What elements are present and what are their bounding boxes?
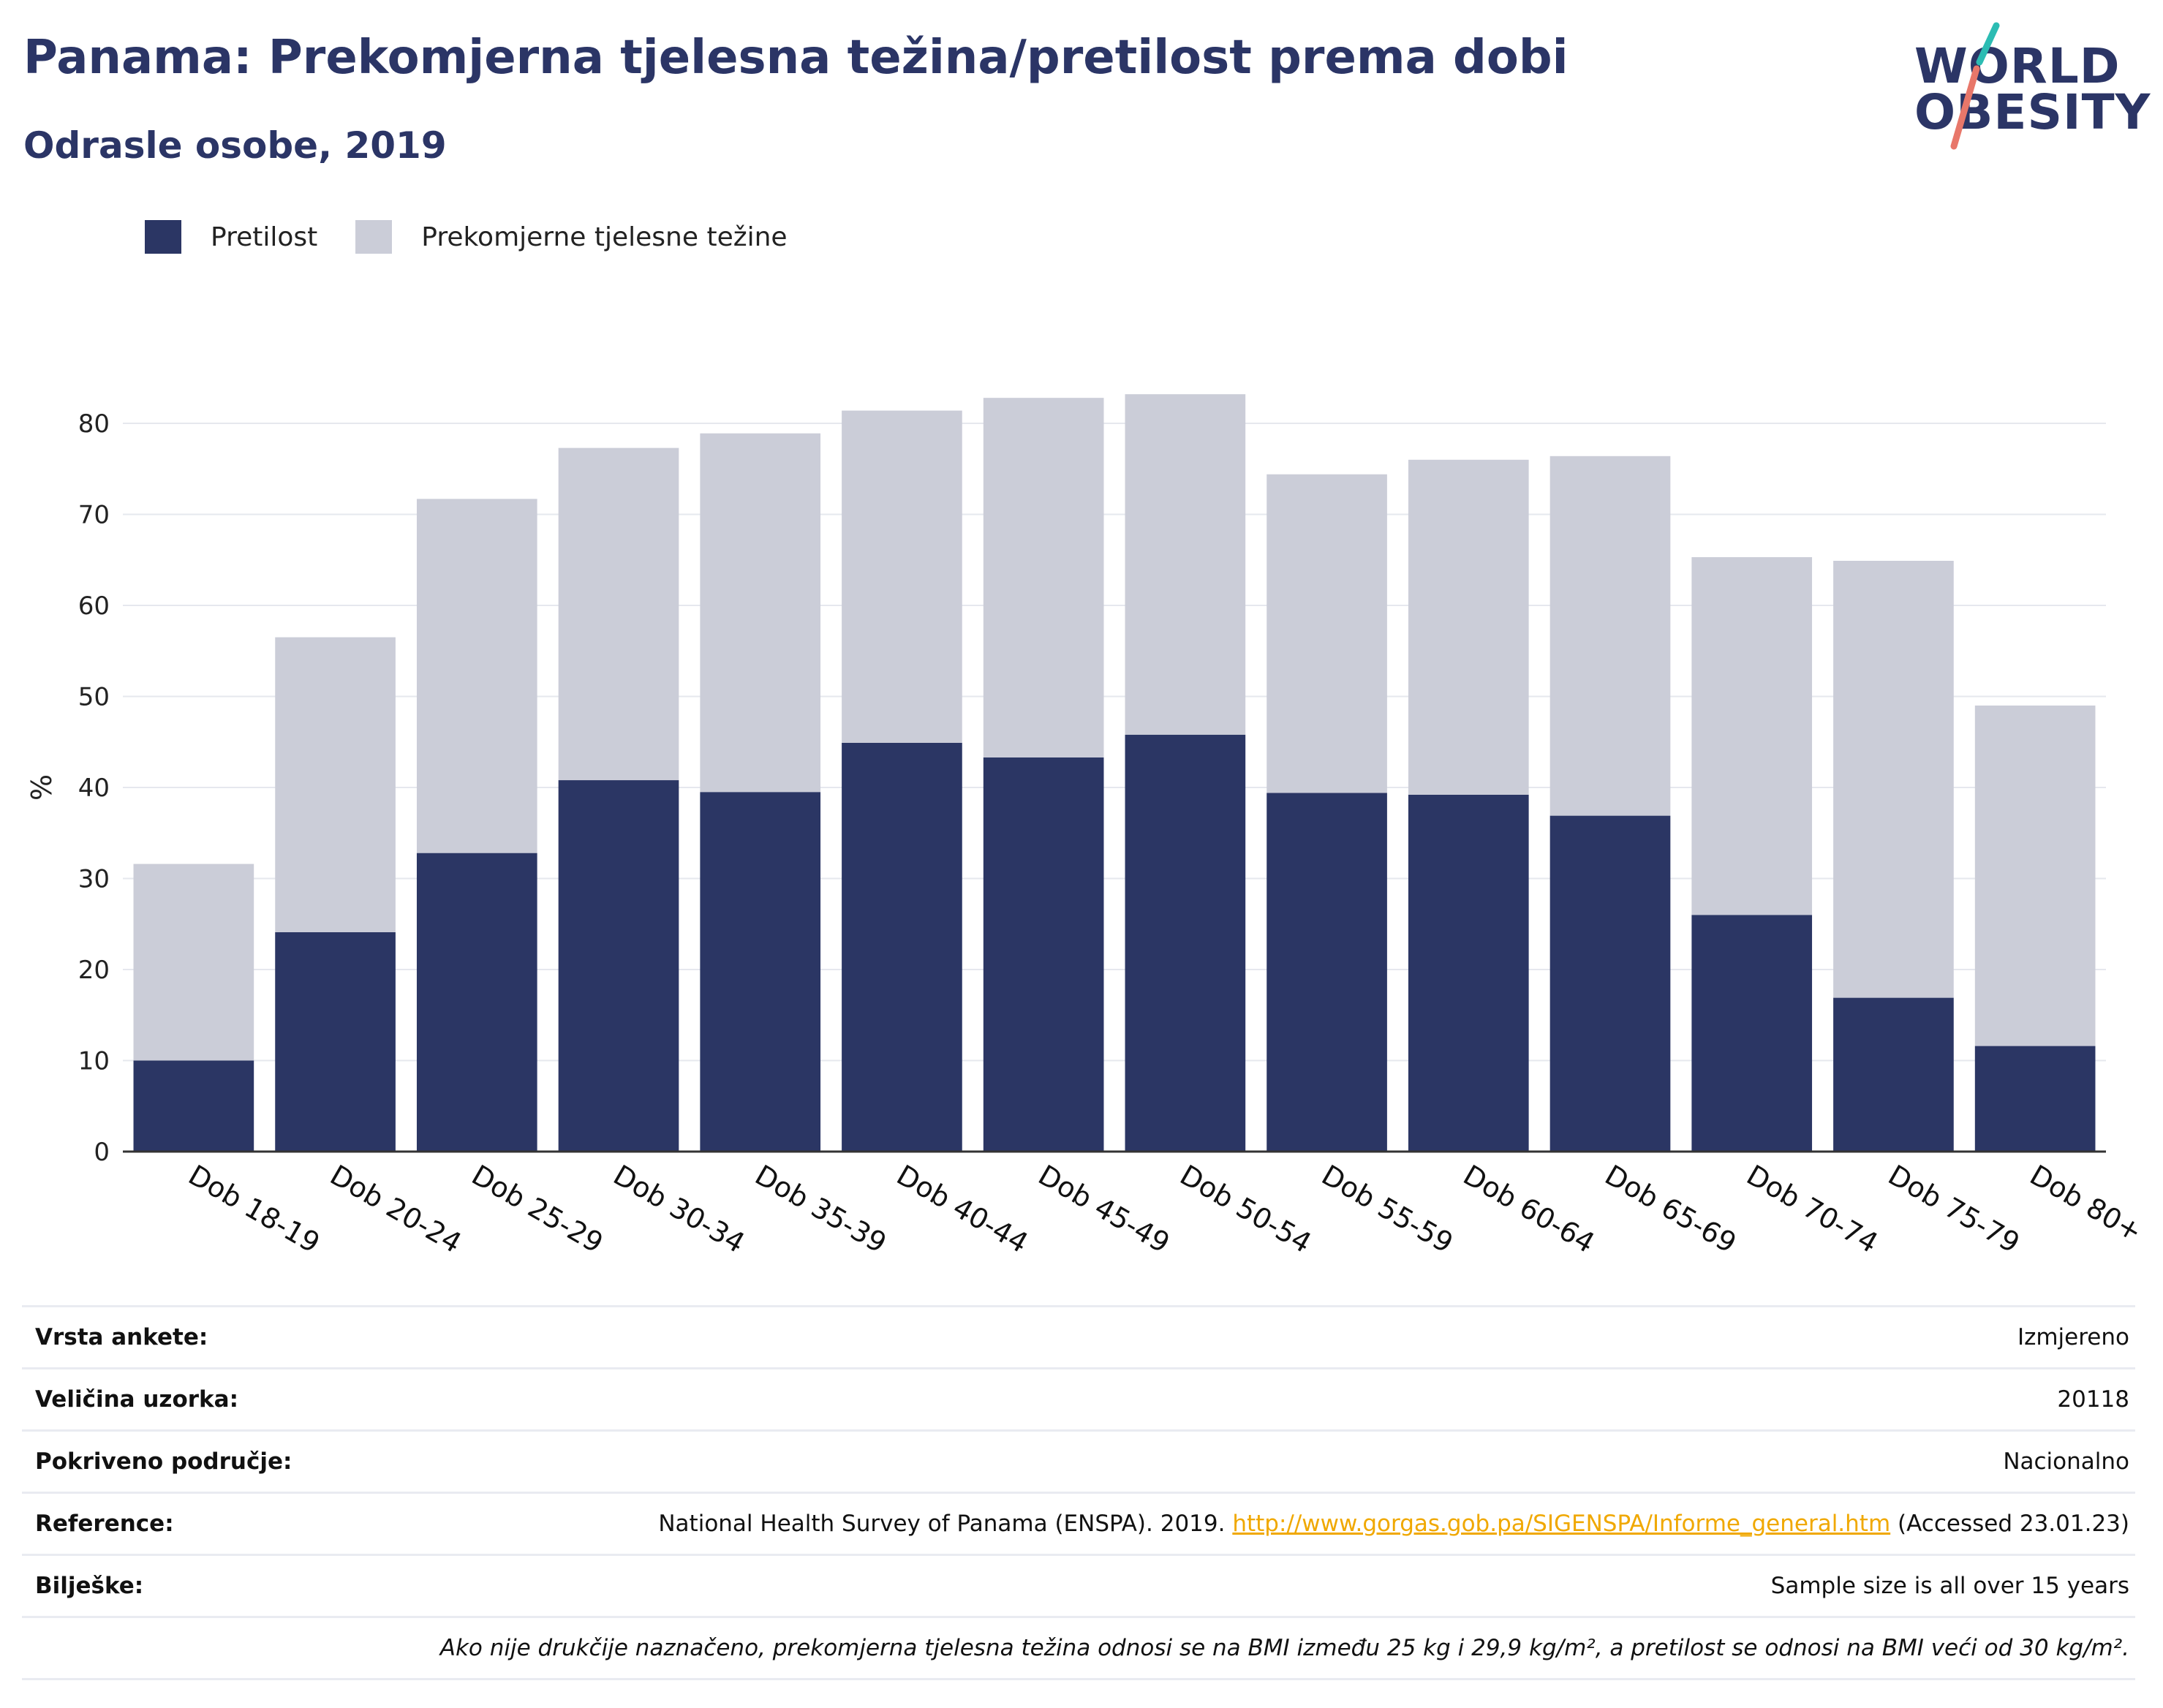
info-row-survey-type: Vrsta ankete: Izmjereno — [22, 1305, 2135, 1367]
bar-overweight[interactable] — [1691, 557, 1813, 915]
bar-obesity[interactable] — [275, 932, 396, 1152]
legend-swatch-obesity — [145, 220, 181, 254]
bar-overweight[interactable] — [1974, 705, 2096, 1046]
x-tick-label: Dob 65-69 — [1600, 1159, 1742, 1260]
bar-overweight[interactable] — [1125, 394, 1246, 735]
x-tick-label: Dob 40-44 — [891, 1159, 1033, 1260]
info-value: Nacionalno — [2003, 1448, 2129, 1475]
info-row-notes: Bilješke: Sample size is all over 15 yea… — [22, 1554, 2135, 1616]
bar-obesity[interactable] — [416, 853, 537, 1152]
world-obesity-logo[interactable]: WORLD OBESITY — [1901, 22, 2150, 154]
bar-overweight[interactable] — [133, 864, 254, 1061]
bar-obesity[interactable] — [983, 757, 1104, 1152]
info-value: Izmjereno — [2017, 1324, 2129, 1350]
x-tick-label: Dob 55-59 — [1316, 1159, 1458, 1260]
survey-info-table: Vrsta ankete: Izmjereno Veličina uzorka:… — [22, 1305, 2135, 1680]
x-tick-label: Dob 20-24 — [325, 1159, 467, 1260]
x-tick-label: Dob 80+ — [2025, 1159, 2148, 1249]
x-tick-label: Dob 45-49 — [1033, 1159, 1175, 1260]
y-tick-label: 30 — [78, 865, 110, 894]
reference-link[interactable]: http://www.gorgas.gob.pa/SIGENSPA/Inform… — [1232, 1511, 1891, 1537]
chart-legend: Pretilost Prekomjerne tjelesne težine — [145, 218, 826, 256]
reference-accessed: (Accessed 23.01.23) — [1890, 1511, 2129, 1537]
x-tick-label: Dob 25-29 — [467, 1159, 608, 1260]
bmi-definition-note: Ako nije drukčije naznačeno, prekomjerna… — [22, 1616, 2135, 1680]
bar-obesity[interactable] — [1974, 1046, 2096, 1152]
bar-obesity[interactable] — [1125, 734, 1246, 1152]
reference-text: National Health Survey of Panama (ENSPA)… — [658, 1511, 1233, 1537]
chart-subtitle: Odrasle osobe, 2019 — [23, 124, 447, 167]
logo-slash-icon — [1950, 22, 2000, 150]
bar-obesity[interactable] — [133, 1060, 254, 1152]
info-value: Sample size is all over 15 years — [1770, 1573, 2129, 1599]
y-tick-label: 50 — [78, 683, 110, 712]
bar-obesity[interactable] — [1408, 794, 1529, 1152]
x-tick-label: Dob 60-64 — [1458, 1159, 1600, 1260]
info-key: Veličina uzorka: — [35, 1386, 238, 1413]
x-tick-label: Dob 18-19 — [183, 1159, 325, 1260]
bar-overweight[interactable] — [558, 447, 679, 781]
y-tick-label: 20 — [78, 956, 110, 985]
info-key: Vrsta ankete: — [35, 1324, 208, 1350]
y-tick-label: 40 — [78, 774, 110, 803]
bar-overweight[interactable] — [1267, 474, 1387, 793]
info-row-reference: Reference: National Health Survey of Pan… — [22, 1492, 2135, 1554]
x-tick-label: Dob 30-34 — [608, 1159, 750, 1260]
bar-overweight[interactable] — [1549, 456, 1671, 816]
x-tick-label: Dob 35-39 — [750, 1159, 891, 1260]
bar-overweight[interactable] — [275, 637, 396, 932]
y-tick-label: 60 — [78, 592, 110, 621]
info-row-sample-size: Veličina uzorka: 20118 — [22, 1367, 2135, 1429]
bar-obesity[interactable] — [1691, 915, 1813, 1152]
bar-overweight[interactable] — [700, 433, 821, 793]
legend-swatch-overweight — [355, 220, 393, 254]
y-tick-label: 80 — [78, 409, 110, 439]
bar-overweight[interactable] — [983, 398, 1104, 757]
y-tick-label: 10 — [78, 1047, 110, 1076]
legend-item-overweight[interactable]: Prekomjerne tjelesne težine — [355, 220, 788, 254]
y-axis-label: % — [26, 774, 58, 801]
y-tick-label: 70 — [78, 501, 110, 530]
bar-obesity[interactable] — [1549, 815, 1671, 1152]
info-key: Bilješke: — [35, 1573, 144, 1599]
bar-overweight[interactable] — [416, 499, 537, 853]
info-key: Reference: — [35, 1511, 174, 1537]
bar-overweight[interactable] — [1408, 459, 1529, 795]
x-tick-label: Dob 50-54 — [1174, 1159, 1316, 1260]
bar-overweight[interactable] — [842, 410, 962, 743]
bar-overweight[interactable] — [1833, 560, 1954, 998]
y-tick-label: 0 — [94, 1138, 110, 1167]
chart-title: Panama: Prekomjerna tjelesna težina/pret… — [23, 31, 1569, 85]
legend-label-obesity: Pretilost — [211, 222, 318, 252]
logo-line-1: WORLD — [1914, 38, 2121, 94]
info-value: 20118 — [2057, 1386, 2129, 1413]
x-tick-label: Dob 70-74 — [1741, 1159, 1883, 1260]
legend-item-obesity[interactable]: Pretilost — [145, 220, 317, 254]
bar-obesity[interactable] — [700, 792, 821, 1152]
info-row-coverage: Pokriveno područje: Nacionalno — [22, 1429, 2135, 1492]
logo-line-2: OBESITY — [1914, 84, 2151, 140]
legend-label-overweight: Prekomjerne tjelesne težine — [421, 222, 788, 252]
x-tick-label: Dob 75-79 — [1883, 1159, 2025, 1260]
bar-obesity[interactable] — [1833, 997, 1954, 1152]
bar-obesity[interactable] — [558, 780, 679, 1152]
bar-obesity[interactable] — [1267, 793, 1387, 1152]
info-key: Pokriveno područje: — [35, 1448, 292, 1475]
bar-obesity[interactable] — [842, 742, 962, 1152]
info-value: National Health Survey of Panama (ENSPA)… — [658, 1511, 2135, 1537]
